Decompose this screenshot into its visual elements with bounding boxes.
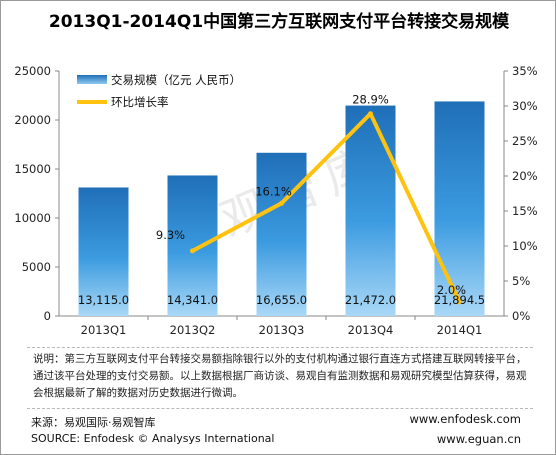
legend-label-line: 环比增长率 [111,95,169,109]
chart-note: 说明：第三方互联网支付平台转接交易额指除银行以外的支付机构通过银行直连方式搭建互… [33,353,527,399]
y-right-tick-label: 30% [512,99,538,113]
growth-rate-point [279,200,284,206]
note-divider-bottom [27,408,533,409]
x-tick-label: 2013Q4 [348,323,394,337]
x-tick-label: 2014Q1 [437,323,483,337]
y-left-tick-label: 25000 [14,64,51,78]
growth-rate-point [368,111,373,117]
y-right-tick-label: 35% [512,64,538,78]
bar [434,101,485,316]
bar-value-label: 13,115.0 [78,293,129,307]
bar-value-label: 14,341.0 [167,293,218,307]
site-link-eguan[interactable]: www.eguan.cn [436,432,521,446]
bar [345,105,396,316]
growth-rate-label: 16.1% [255,184,292,198]
y-left-tick-label: 0 [44,309,51,323]
y-left-tick-label: 15000 [14,162,51,176]
legend-swatch-bar [77,75,107,84]
growth-rate-point [190,248,195,254]
bar [78,187,129,316]
y-right-tick-label: 5% [512,274,530,288]
y-right-tick-label: 10% [512,239,538,253]
y-left-tick-label: 20000 [14,113,51,127]
combo-chart: 易观智库 05000100001500020000250000%5%10%15%… [14,64,538,337]
y-right-tick-label: 0% [512,309,530,323]
site-link-enfodesk[interactable]: www.enfodesk.com [409,412,521,426]
chart-title: 2013Q1-2014Q1中国第三方互联网支付平台转接交易规模 [48,12,510,32]
bar-value-label: 21,472.0 [345,293,396,307]
growth-rate-point [457,299,462,305]
source-line-cn: 来源：易观国际·易观智库 [31,416,156,429]
legend-label-bar: 交易规模（亿元 人民币） [111,73,241,87]
y-left-tick-label: 5000 [22,260,51,274]
x-tick-label: 2013Q1 [81,323,127,337]
bar-value-label: 16,655.0 [256,293,307,307]
y-right-tick-label: 25% [512,134,538,148]
growth-rate-label: 9.3% [156,228,185,242]
y-right-tick-label: 20% [512,169,538,183]
y-right-tick-label: 15% [512,204,538,218]
note-divider-top [27,347,533,348]
bar [256,152,307,316]
growth-rate-label: 2.0% [437,283,466,297]
y-left-tick-label: 10000 [14,211,51,225]
x-tick-label: 2013Q2 [170,323,216,337]
bar [167,175,218,316]
growth-rate-label: 28.9% [352,93,389,107]
x-tick-label: 2013Q3 [259,323,305,337]
source-line-en: SOURCE: Enfodesk © Analysys Internationa… [31,432,275,445]
bar-value-label: 21,894.5 [434,293,485,307]
growth-rate-line [190,111,462,304]
